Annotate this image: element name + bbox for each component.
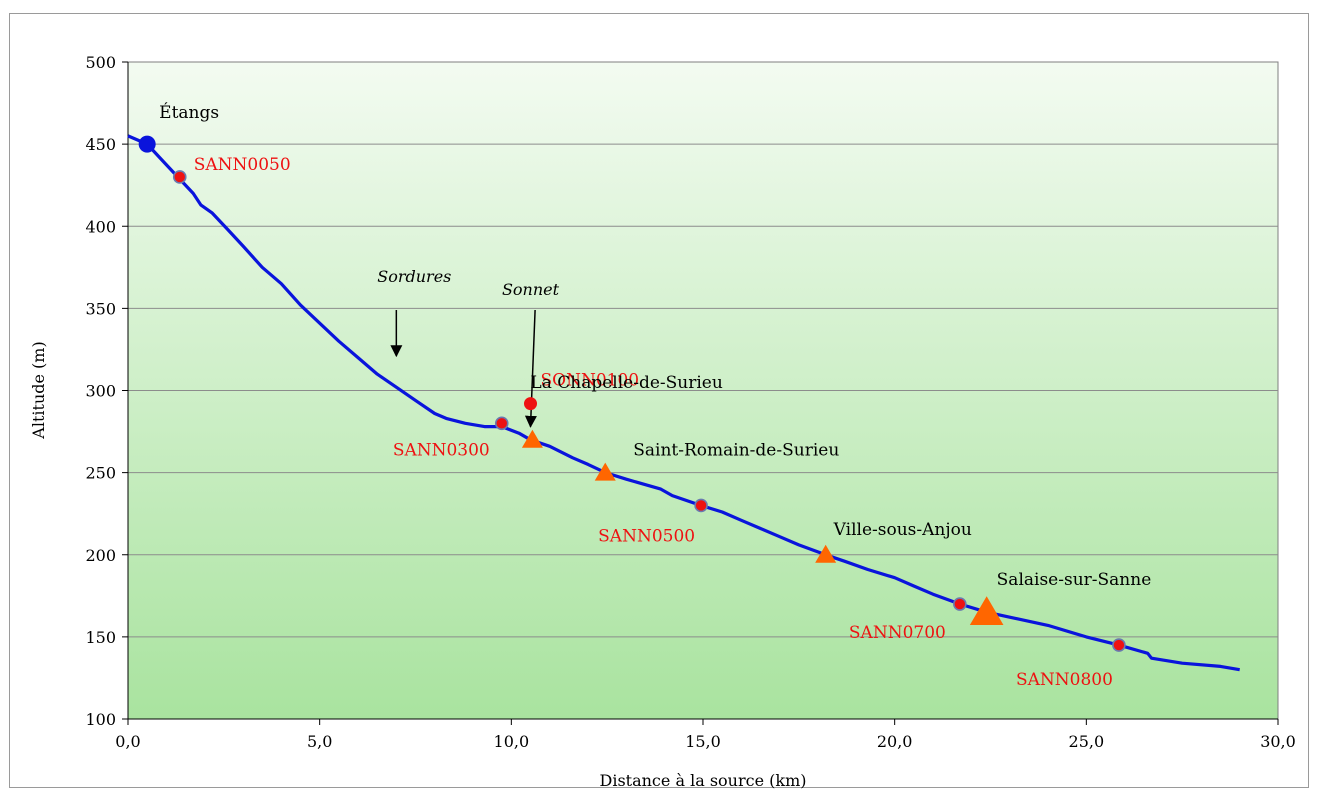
- town-label: La Chapelle-de-Surieu: [530, 373, 722, 393]
- x-tick-label: 10,0: [494, 732, 530, 751]
- station-label: SONN0100: [541, 371, 640, 391]
- y-tick-label: 300: [85, 382, 116, 401]
- station-label: SANN0700: [849, 623, 946, 643]
- y-tick-label: 400: [85, 217, 116, 236]
- grid-lines: [128, 143, 1278, 638]
- station-label: SANN0300: [393, 440, 490, 460]
- x-tick-label: 20,0: [877, 732, 913, 751]
- y-tick-label: 250: [85, 464, 116, 483]
- town-marker: [594, 462, 616, 481]
- x-axis-ticks: 0,0 5,0 10,0 15,0 20,0 25,0 30,0: [115, 719, 1296, 751]
- tributary-label-sonnet: Sonnet: [502, 280, 560, 299]
- y-axis-ticks: 100 150 200 250 300 350 400 450 500: [85, 53, 128, 729]
- y-tick-label: 100: [85, 710, 116, 729]
- y-tick-label: 500: [85, 53, 116, 72]
- tributary-label-sordures: Sordures: [377, 267, 451, 286]
- y-tick-label: 450: [85, 135, 116, 154]
- station-marker: [694, 498, 708, 513]
- source-label: Étangs: [159, 102, 219, 123]
- y-axis-title: Altitude (m): [29, 341, 48, 439]
- town-marker: [815, 544, 837, 563]
- town-label: Saint-Romain-de-Surieu: [633, 441, 839, 461]
- station-label: SANN0500: [598, 526, 695, 546]
- station-label: SANN0050: [194, 155, 291, 175]
- station-marker: [953, 597, 967, 611]
- x-tick-label: 15,0: [685, 732, 721, 751]
- x-tick-label: 5,0: [307, 732, 332, 751]
- x-tick-label: 25,0: [1069, 732, 1105, 751]
- y-tick-label: 350: [85, 299, 116, 318]
- y-tick-label: 200: [85, 546, 116, 565]
- station-marker: [494, 416, 509, 431]
- station-marker: [524, 397, 537, 411]
- source-marker: [138, 135, 156, 153]
- y-tick-label: 150: [85, 628, 116, 647]
- x-tick-label: 30,0: [1260, 732, 1296, 751]
- markers: [138, 135, 1126, 652]
- station-label: SANN0800: [1016, 670, 1113, 690]
- x-axis-title: Distance à la source (km): [600, 771, 807, 790]
- station-marker: [1112, 638, 1126, 652]
- x-tick-label: 0,0: [115, 732, 140, 751]
- town-label: Salaise-sur-Sanne: [997, 570, 1152, 590]
- marker-labels: Étangs SANN0050 SANN0300 SONN0100 SANN0500 SA…: [159, 102, 1151, 690]
- station-marker: [172, 170, 187, 184]
- town-label: Ville-sous-Anjou: [833, 520, 972, 540]
- tributaries: Sordures Sonnet: [377, 267, 560, 428]
- town-marker: [521, 429, 543, 448]
- town-marker: [969, 596, 1004, 626]
